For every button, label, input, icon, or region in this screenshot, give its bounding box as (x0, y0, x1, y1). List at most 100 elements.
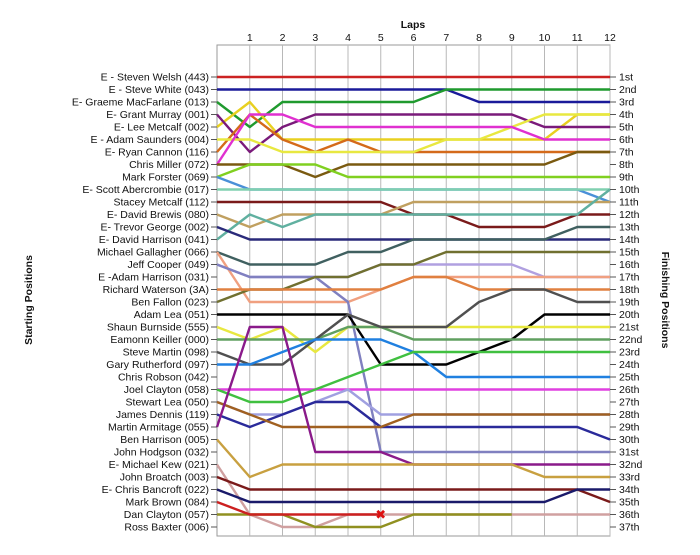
series-line-29 (216, 350, 610, 404)
starting-position-label: E- Chris Bancroft (022) (102, 484, 209, 496)
finishing-position-label: 16th (619, 259, 640, 271)
series-line-3 (216, 88, 610, 129)
starting-position-label: E- Grant Murray (001) (106, 109, 209, 121)
finishing-position-label: 31st (619, 447, 639, 459)
starting-position-label: John Hodgson (032) (114, 447, 209, 459)
starting-position-label: Ross Baxter (006) (124, 522, 209, 534)
starting-position-label: Chris Robson (042) (118, 372, 209, 384)
series-line-20 (216, 263, 610, 454)
lap-tick-label: 9 (509, 32, 515, 44)
finishing-position-label: 25th (619, 372, 640, 384)
starting-position-label: E- David Harrison (041) (99, 234, 209, 246)
lap-tick-label: 12 (604, 32, 616, 44)
finishing-position-label: 10th (619, 184, 640, 196)
series-line-7 (217, 113, 610, 154)
series-line-39 (216, 500, 381, 516)
series-line-8 (215, 113, 610, 166)
starting-position-label: Stacey Metcalf (112) (113, 197, 209, 209)
lap-tick-labels: 1 2 3 4 5 6 7 8 9 10 11 12 (247, 32, 616, 44)
finishing-position-label: 4th (619, 109, 634, 121)
finishing-position-label: 15th (619, 247, 640, 259)
series-line-25 (217, 325, 610, 341)
starting-position-label: Eamonn Keiller (000) (110, 334, 209, 346)
starting-position-label: Gary Rutherford (097) (106, 359, 209, 371)
starting-position-label: Richard Waterson (3A) (103, 284, 209, 296)
lap-tick-label: 10 (539, 32, 551, 44)
starting-position-label: E- Ryan Cannon (116) (105, 147, 209, 159)
finishing-position-label: 6th (619, 134, 634, 146)
starting-position-label: John Broatch (003) (120, 472, 209, 484)
series-line-5 (216, 113, 610, 154)
series-line-10 (216, 163, 610, 179)
lap-tick-label: 1 (247, 32, 253, 44)
finishing-position-label: 26th (619, 384, 640, 396)
series-line-38 (217, 513, 512, 529)
position-series: ✖ (215, 75, 611, 529)
starting-position-label: Adam Lea (051) (134, 309, 209, 321)
starting-position-label: Michael Gallagher (066) (97, 247, 209, 259)
series-line-23 (217, 313, 610, 366)
series-line-37 (216, 488, 610, 504)
finishing-position-label: 27th (619, 397, 640, 409)
starting-position-label: E -Adam Harrison (031) (98, 272, 209, 284)
finishing-position-label: 36th (619, 509, 640, 521)
finishing-position-label: 32nd (619, 459, 643, 471)
retired-marker: ✖ (375, 508, 386, 523)
finishing-position-label: 13th (619, 222, 640, 234)
starting-position-label: Chris Miller (072) (129, 159, 209, 171)
finishing-position-label: 35th (619, 497, 640, 509)
finishing-position-label: 8th (619, 159, 634, 171)
series-line-34 (216, 438, 610, 479)
series-line-15 (216, 188, 611, 241)
finishing-position-label: 7th (619, 147, 634, 159)
starting-position-label: Ben Harrison (005) (120, 434, 209, 446)
lap-tick-label: 3 (312, 32, 318, 44)
finishing-position-label: 34th (619, 484, 640, 496)
series-line-2 (217, 88, 610, 104)
starting-position-label: E- David Brewis (080) (107, 209, 209, 221)
lap-tick-label: 4 (345, 32, 351, 44)
finishing-position-label: 28th (619, 409, 640, 421)
series-line-36 (216, 475, 611, 504)
starting-position-label: E- Graeme MacFarlane (013) (72, 97, 209, 109)
lap-tick-label: 8 (476, 32, 482, 44)
right-axis-title: Finishing Positions (659, 252, 671, 349)
starting-position-labels: E - Steven Welsh (443)E - Steve White (0… (72, 72, 217, 534)
finishing-position-label: 24th (619, 359, 640, 371)
finishing-position-label: 19th (619, 297, 640, 309)
starting-position-label: Ben Fallon (023) (131, 297, 209, 309)
lap-tick-label: 2 (280, 32, 286, 44)
finishing-position-label: 20th (619, 309, 640, 321)
starting-position-label: E- Lee Metcalf (002) (114, 122, 209, 134)
finishing-position-label: 30th (619, 434, 640, 446)
finishing-position-label: 2nd (619, 84, 637, 96)
series-line-14 (216, 200, 610, 229)
starting-position-label: Steve Martin (098) (123, 347, 209, 359)
starting-position-label: Dan Clayton (057) (124, 509, 209, 521)
finishing-position-label: 18th (619, 284, 640, 296)
finishing-position-label: 9th (619, 172, 634, 184)
series-line-26 (216, 288, 610, 366)
starting-position-label: Shaun Burnside (555) (107, 322, 209, 334)
finishing-position-label: 14th (619, 234, 640, 246)
finishing-position-label: 3rd (619, 97, 634, 109)
lap-tick-label: 7 (443, 32, 449, 44)
starting-position-label: E - Steve White (043) (109, 84, 209, 96)
finishing-position-label: 21st (619, 322, 639, 334)
finishing-position-label: 11th (619, 197, 639, 209)
starting-position-label: Martin Armitage (055) (108, 422, 209, 434)
starting-position-label: E - Adam Saunders (004) (91, 134, 209, 146)
series-line-17 (216, 225, 610, 266)
finishing-position-label: 23rd (619, 347, 640, 359)
starting-position-label: Mark Brown (084) (126, 497, 209, 509)
starting-position-label: Stewart Lea (050) (126, 397, 209, 409)
top-axis-title: Laps (401, 19, 426, 31)
finishing-position-label: 37th (619, 522, 640, 534)
starting-position-label: E - Steven Welsh (443) (101, 72, 209, 84)
finishing-position-label: 29th (619, 422, 640, 434)
starting-position-label: James Dennis (119) (116, 409, 209, 421)
starting-position-label: E- Scott Abercrombie (017) (82, 184, 209, 196)
starting-position-label: Jeff Cooper (049) (127, 259, 209, 271)
lap-tick-label: 6 (411, 32, 417, 44)
